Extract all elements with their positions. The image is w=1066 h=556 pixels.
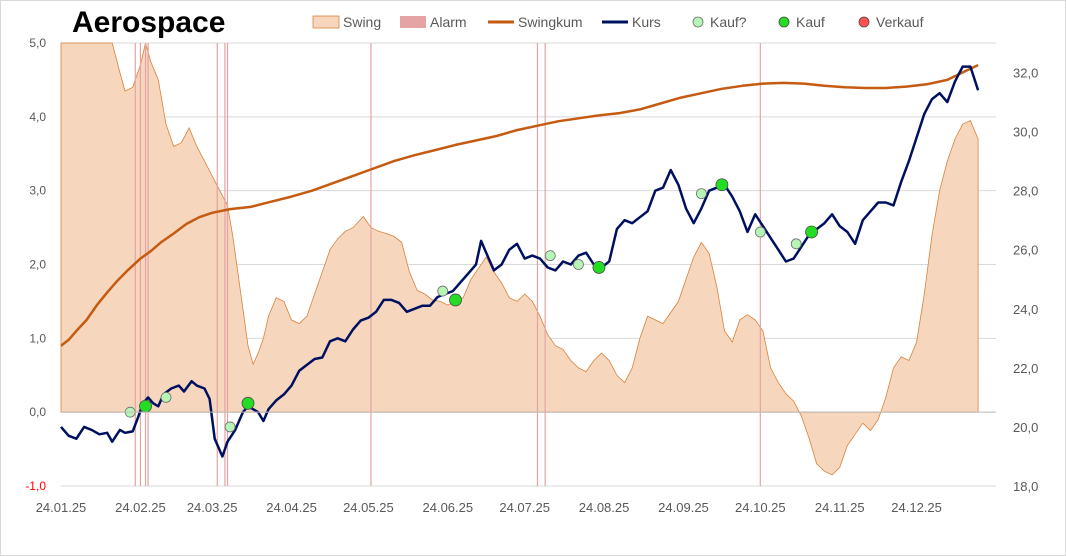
legend-label-0: Swing [343,14,381,30]
legend-label-2: Swingkum [518,14,583,30]
x-tick-label-3: 24.04.25 [266,500,317,515]
kauf-q-point-3 [437,285,449,297]
y-right-tick-label-2: 22,0 [1013,361,1038,376]
axes: -1,0 0,0 1,0 2,0 3,0 4,0 5,0 18,0 20,0 22,0 24,0 26… [25,36,1038,515]
kauf-point-5 [805,225,818,239]
y-right-tick-label-5: 28,0 [1013,184,1038,199]
legend: Swing Alarm Swingkum Kurs Kauf? Kauf Verkauf [312,14,924,30]
x-tick-label-5: 24.06.25 [423,500,474,515]
kauf-point-3 [592,261,606,274]
y-left-tick-label-6: 5,0 [29,36,46,50]
kauf-point-2 [449,293,462,307]
x-tick-label-10: 24.11.25 [815,500,865,515]
x-tick-label-11: 24.12.25 [891,500,942,515]
swing-area [60,42,979,476]
x-tick-label-9: 24.10.25 [735,500,786,515]
legend-label-5: Kauf [796,14,825,30]
x-tick-label-8: 24.09.25 [658,500,709,515]
legend-alarm-swatch [400,16,426,28]
y-right-tick-label-1: 20,0 [1013,420,1038,435]
y-left-tick-label-3: 2,0 [29,258,46,272]
y-left-tick-label-4: 3,0 [29,184,46,198]
legend-swing-swatch [312,15,340,29]
kauf-point-1 [241,396,255,410]
x-tick-label-1: 24.02.25 [115,500,166,515]
legend-label-6: Verkauf [876,14,924,30]
y-right-tick-label-3: 24,0 [1013,302,1038,317]
x-tick-label-6: 24.07.25 [499,500,550,515]
kauf-q-point-8 [790,238,802,250]
y-left-tick-label-1: 0,0 [29,405,46,419]
x-tick-label-4: 24.05.25 [343,500,394,515]
legend-verkauf-swatch [858,16,870,28]
swing-series-area [60,42,979,476]
y-right-tick-label-4: 26,0 [1013,243,1038,258]
kauf-q-point-7 [754,226,766,238]
kauf-q-point-1 [160,391,172,403]
y-right-tick-label-0: 18,0 [1013,479,1038,494]
legend-label-4: Kauf? [710,14,747,30]
x-tick-label-2: 24.03.25 [187,500,238,515]
legend-kauf-q-swatch [692,16,704,28]
legend-kauf-swatch [778,16,790,28]
chart-title: Aerospace [72,6,226,39]
kauf-point-0 [139,399,152,413]
y-right-tick-label-6: 30,0 [1013,125,1038,140]
kauf-q-point-6 [696,188,707,200]
x-tick-label-7: 24.08.25 [579,500,630,515]
kauf-point-4 [715,178,729,192]
kauf-q-point-5 [573,259,584,270]
legend-label-1: Alarm [430,14,467,30]
legend-label-3: Kurs [632,14,661,30]
y-left-tick-label-5: 4,0 [29,110,46,124]
y-left-tick-label-2: 1,0 [29,331,46,345]
x-tick-label-0: 24.01.25 [36,500,87,515]
kauf-q-point-2 [224,421,236,433]
y-left-tick-label-0: -1,0 [25,479,46,493]
swingkum-series-line [60,63,979,347]
kauf-q-point-4 [544,250,556,262]
y-right-tick-label-7: 32,0 [1013,66,1038,81]
